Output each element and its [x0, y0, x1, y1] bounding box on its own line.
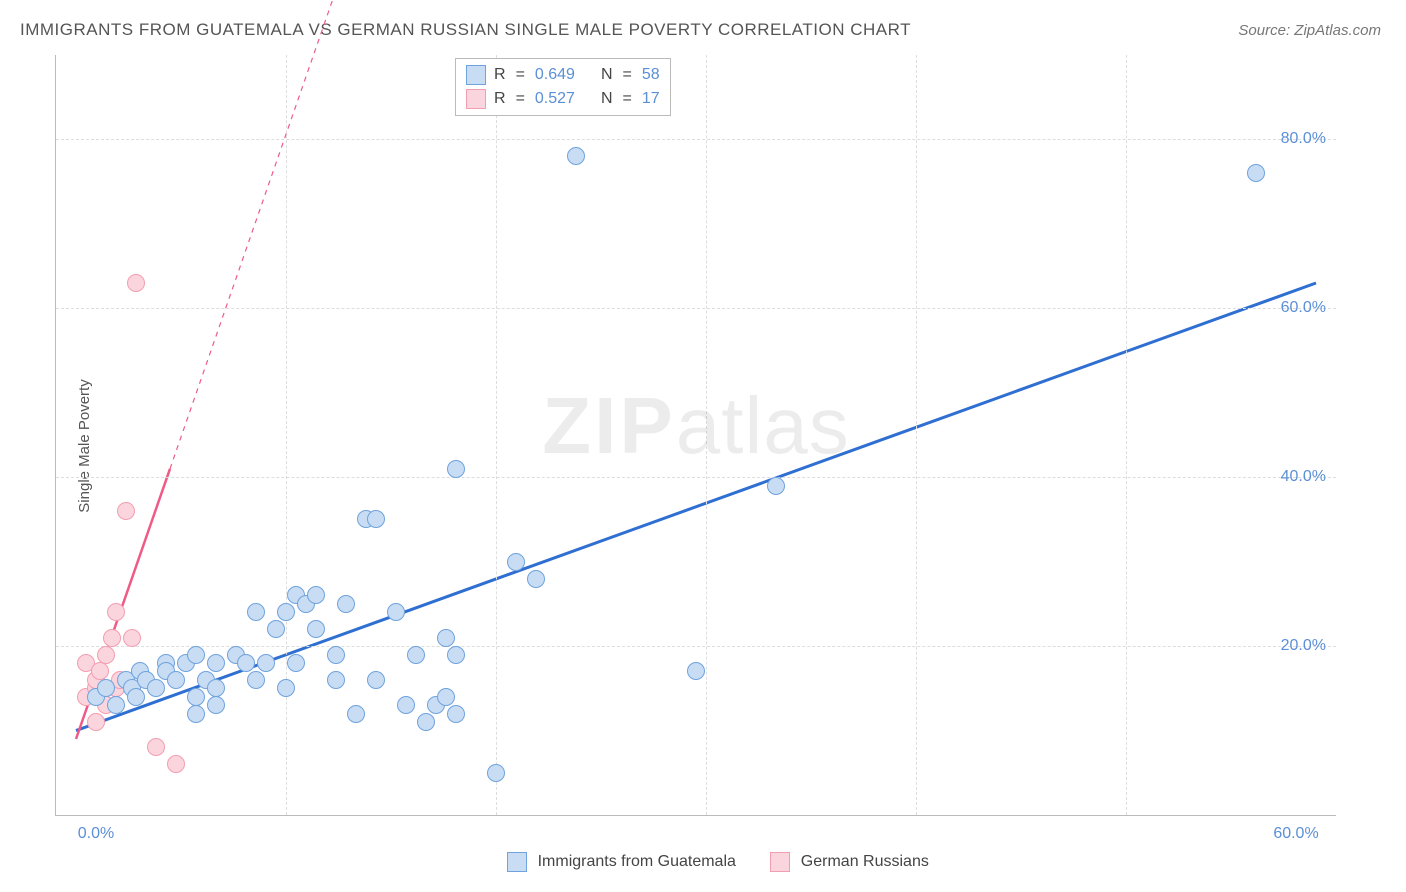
- legend-swatch-series-2: [466, 89, 486, 109]
- data-point: [117, 502, 135, 520]
- data-point: [107, 603, 125, 621]
- gridline-v: [286, 55, 287, 815]
- data-point: [147, 738, 165, 756]
- data-point: [327, 671, 345, 689]
- gridline-h: [56, 477, 1336, 478]
- data-point: [447, 705, 465, 723]
- data-point: [167, 755, 185, 773]
- x-tick-label: 0.0%: [78, 825, 114, 843]
- data-point: [103, 629, 121, 647]
- data-point: [327, 646, 345, 664]
- y-tick-label: 40.0%: [1281, 468, 1326, 486]
- y-tick-label: 20.0%: [1281, 637, 1326, 655]
- legend-r-label: R: [494, 63, 506, 87]
- gridline-h: [56, 308, 1336, 309]
- data-point: [447, 460, 465, 478]
- data-point: [127, 688, 145, 706]
- data-point: [417, 713, 435, 731]
- data-point: [687, 662, 705, 680]
- legend-label-series-2: German Russians: [801, 853, 929, 870]
- x-tick-label: 60.0%: [1273, 825, 1318, 843]
- data-point: [507, 553, 525, 571]
- data-point: [207, 679, 225, 697]
- trend-lines-layer: [56, 55, 1336, 815]
- data-point: [437, 688, 455, 706]
- data-point: [337, 595, 355, 613]
- data-point: [387, 603, 405, 621]
- legend-stats-row-2: R = 0.527 N = 17: [466, 87, 660, 111]
- data-point: [107, 696, 125, 714]
- legend-n-label: N: [601, 63, 613, 87]
- data-point: [307, 620, 325, 638]
- data-point: [447, 646, 465, 664]
- data-point: [397, 696, 415, 714]
- legend-n-value-2: 17: [642, 87, 660, 111]
- data-point: [257, 654, 275, 672]
- y-tick-label: 60.0%: [1281, 299, 1326, 317]
- source-credit: Source: ZipAtlas.com: [1238, 22, 1381, 39]
- legend-bottom: Immigrants from Guatemala German Russian…: [0, 852, 1406, 872]
- data-point: [487, 764, 505, 782]
- data-point: [237, 654, 255, 672]
- data-point: [207, 696, 225, 714]
- data-point: [167, 671, 185, 689]
- data-point: [767, 477, 785, 495]
- data-point: [97, 646, 115, 664]
- data-point: [147, 679, 165, 697]
- legend-label-series-1: Immigrants from Guatemala: [538, 853, 736, 870]
- data-point: [187, 705, 205, 723]
- data-point: [287, 654, 305, 672]
- data-point: [187, 646, 205, 664]
- legend-eq: =: [623, 87, 632, 111]
- gridline-v: [496, 55, 497, 815]
- data-point: [567, 147, 585, 165]
- data-point: [123, 629, 141, 647]
- data-point: [277, 603, 295, 621]
- y-tick-label: 80.0%: [1281, 130, 1326, 148]
- legend-swatch-series-2: [770, 852, 790, 872]
- data-point: [367, 671, 385, 689]
- legend-r-label: R: [494, 87, 506, 111]
- gridline-h: [56, 646, 1336, 647]
- data-point: [437, 629, 455, 647]
- gridline-h: [56, 139, 1336, 140]
- data-point: [267, 620, 285, 638]
- legend-swatch-series-1: [507, 852, 527, 872]
- legend-eq: =: [516, 87, 525, 111]
- data-point: [527, 570, 545, 588]
- data-point: [407, 646, 425, 664]
- gridline-v: [706, 55, 707, 815]
- data-point: [187, 688, 205, 706]
- source-label: Source:: [1238, 22, 1290, 39]
- legend-eq: =: [623, 63, 632, 87]
- gridline-v: [1126, 55, 1127, 815]
- data-point: [91, 662, 109, 680]
- legend-stats-row-1: R = 0.649 N = 58: [466, 63, 660, 87]
- legend-eq: =: [516, 63, 525, 87]
- data-point: [347, 705, 365, 723]
- legend-n-label: N: [601, 87, 613, 111]
- data-point: [207, 654, 225, 672]
- chart-plot-area: ZIPatlas 20.0%40.0%60.0%80.0%0.0%60.0%: [55, 55, 1336, 816]
- data-point: [307, 586, 325, 604]
- data-point: [367, 510, 385, 528]
- legend-stats: R = 0.649 N = 58 R = 0.527 N = 17: [455, 58, 671, 116]
- trend-line-extension: [170, 0, 334, 469]
- data-point: [87, 713, 105, 731]
- data-point: [277, 679, 295, 697]
- source-value: ZipAtlas.com: [1294, 22, 1381, 39]
- gridline-v: [916, 55, 917, 815]
- legend-n-value-1: 58: [642, 63, 660, 87]
- data-point: [127, 274, 145, 292]
- legend-r-value-1: 0.649: [535, 63, 575, 87]
- data-point: [1247, 164, 1265, 182]
- legend-swatch-series-1: [466, 65, 486, 85]
- chart-title: IMMIGRANTS FROM GUATEMALA VS GERMAN RUSS…: [20, 20, 911, 40]
- data-point: [97, 679, 115, 697]
- data-point: [247, 671, 265, 689]
- data-point: [247, 603, 265, 621]
- legend-r-value-2: 0.527: [535, 87, 575, 111]
